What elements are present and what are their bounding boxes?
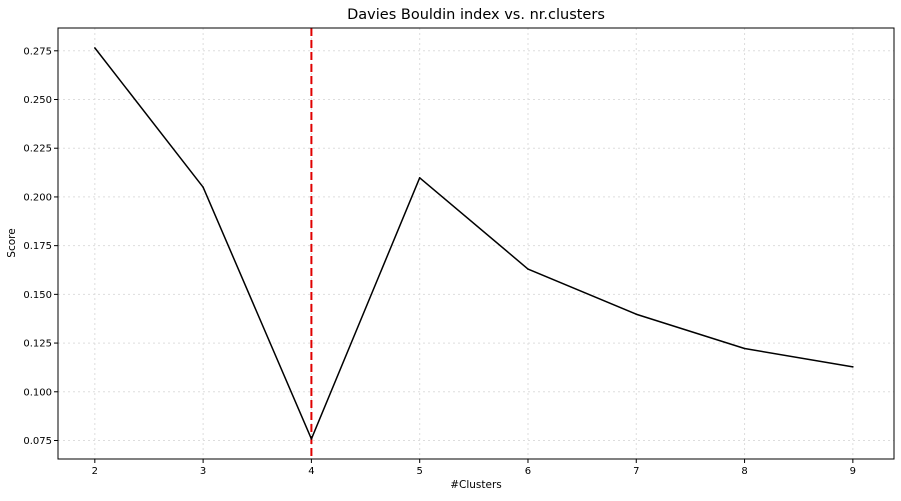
series-line-0 [94, 47, 853, 440]
data-point-x8 [743, 347, 746, 350]
y-tick-label-0.175: 0.175 [23, 241, 52, 252]
y-tick-label-0.100: 0.100 [23, 387, 52, 398]
x-tick-label-3: 3 [200, 466, 206, 477]
data-point-x3 [202, 186, 204, 188]
y-tick-label-0.075: 0.075 [23, 436, 52, 447]
data-point-x2 [94, 47, 96, 49]
y-tick-label-0.250: 0.250 [23, 95, 52, 106]
x-tick-label-8: 8 [741, 466, 747, 477]
y-tick-label-0.125: 0.125 [23, 339, 52, 350]
data-point-x7 [635, 313, 638, 316]
grid-lines [58, 28, 894, 459]
series-layer [94, 47, 854, 440]
y-tick-label-0.275: 0.275 [23, 46, 52, 57]
x-tick-label-4: 4 [308, 466, 314, 477]
y-tick-label-0.200: 0.200 [23, 192, 52, 203]
data-point-x9 [852, 366, 854, 368]
y-axis-label: Score [6, 228, 18, 257]
x-axis-label: #Clusters [450, 479, 502, 491]
x-tick-label-9: 9 [850, 466, 856, 477]
x-tick-label-7: 7 [633, 466, 639, 477]
data-point-x4 [310, 438, 313, 440]
x-tick-label-2: 2 [92, 466, 98, 477]
plot-frame [57, 27, 895, 460]
data-point-x5 [418, 177, 421, 179]
y-tick-label-0.150: 0.150 [23, 290, 52, 301]
chart-title: Davies Bouldin index vs. nr.clusters [347, 7, 605, 23]
y-tick-label-0.225: 0.225 [23, 144, 52, 155]
data-point-x6 [527, 268, 529, 270]
y-axis: 0.075 0.100 0.125 0.150 0.175 0.200 0.225 0.250… [23, 46, 58, 447]
x-tick-label-5: 5 [417, 466, 423, 477]
x-tick-label-6: 6 [525, 466, 531, 477]
x-axis: 2 3 4 5 6 7 8 9 [92, 459, 856, 477]
